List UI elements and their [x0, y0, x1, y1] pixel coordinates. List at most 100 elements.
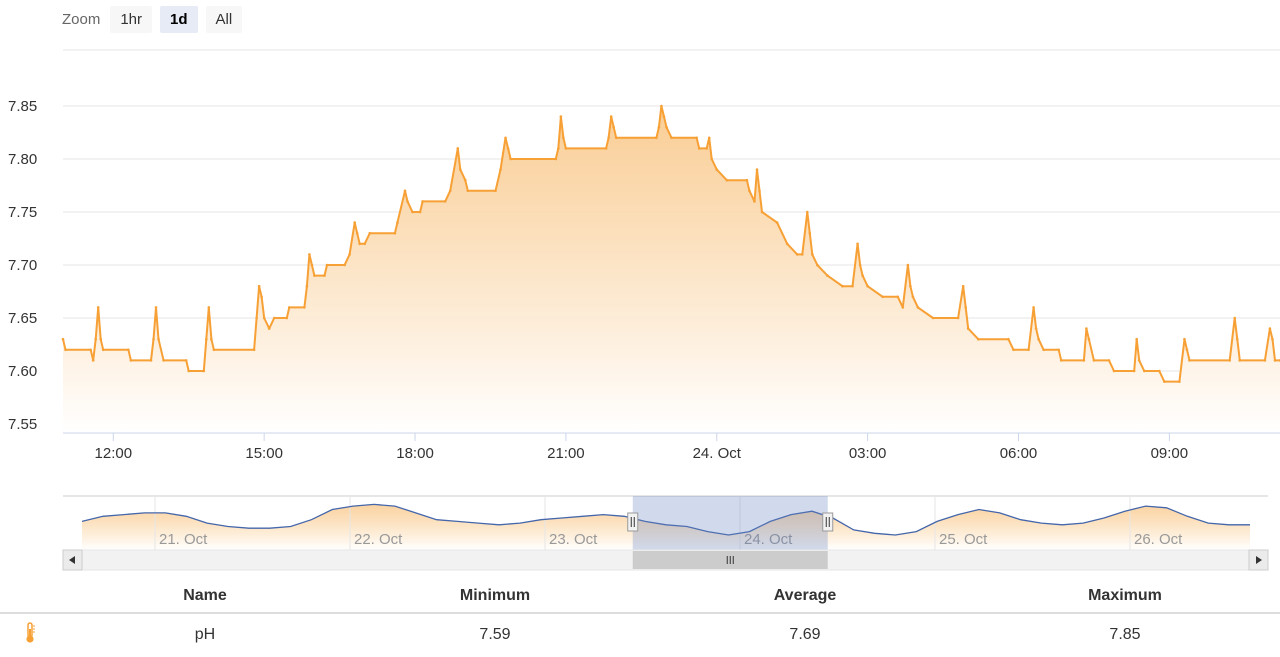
data-point	[748, 189, 751, 193]
series-area	[63, 106, 1280, 433]
y-tick-label: 7.60	[8, 363, 37, 380]
data-point	[896, 295, 900, 299]
navigator-label: 25. Oct	[939, 531, 988, 548]
data-point	[509, 157, 512, 161]
data-point	[348, 253, 351, 256]
y-tick-label: 7.55	[8, 416, 37, 433]
data-point	[127, 348, 130, 352]
data-point	[257, 284, 261, 288]
data-point	[149, 359, 153, 362]
scroll-right-icon	[1256, 556, 1262, 564]
zoom-all-button[interactable]: All	[205, 5, 243, 33]
data-point	[187, 369, 191, 373]
data-point	[901, 306, 905, 309]
navigator-handle[interactable]	[627, 512, 639, 532]
series-line	[62, 105, 1280, 383]
data-point	[1158, 369, 1161, 373]
data-point	[267, 327, 271, 330]
data-point	[464, 178, 467, 182]
data-point	[61, 337, 65, 341]
data-point	[210, 337, 213, 341]
data-point	[91, 359, 95, 362]
navigator[interactable]: 21. Oct 22. Oct 23. Oct 24. Oct 25. Oct 26. O…	[63, 495, 1268, 550]
data-point	[313, 274, 316, 277]
data-point	[504, 136, 507, 140]
ph-series	[61, 104, 1280, 433]
y-tick-label: 7.75	[8, 204, 37, 221]
x-tick-label: 24. Oct	[693, 445, 742, 462]
x-tick-label: 12:00	[95, 445, 133, 462]
data-point	[662, 115, 666, 118]
data-point	[1059, 359, 1063, 362]
data-point	[355, 231, 359, 235]
row-average: 7.69	[789, 626, 821, 643]
data-point	[715, 168, 719, 171]
header-minimum: Minimum	[350, 580, 640, 614]
data-point	[1085, 327, 1088, 330]
navigator-area	[82, 504, 1250, 550]
table-row[interactable]: pH 7.59 7.69 7.85	[0, 613, 1280, 656]
data-point	[1235, 337, 1239, 341]
data-point	[909, 284, 912, 288]
data-point	[205, 337, 208, 341]
data-point	[1135, 337, 1138, 341]
data-point	[1178, 380, 1181, 383]
data-point	[916, 306, 920, 309]
data-point	[207, 306, 211, 309]
x-tick-label: 03:00	[849, 445, 887, 462]
zoom-1d-button[interactable]: 1d	[160, 5, 198, 33]
y-tick-label: 7.85	[8, 98, 37, 115]
row-maximum: 7.85	[1109, 626, 1141, 643]
data-point	[931, 316, 935, 320]
scrollbar[interactable]	[62, 549, 1269, 571]
data-point	[96, 306, 100, 309]
data-point	[308, 253, 311, 256]
zoom-1hr-button[interactable]: 1hr	[110, 5, 153, 33]
x-tick-label: 18:00	[396, 445, 434, 462]
data-point	[499, 168, 502, 171]
data-point	[1132, 369, 1136, 373]
data-point	[1007, 337, 1010, 341]
data-point	[1137, 359, 1141, 362]
data-point	[1188, 359, 1191, 362]
data-point	[406, 200, 409, 203]
data-point	[262, 316, 266, 320]
data-point	[811, 253, 814, 256]
data-point	[956, 316, 960, 320]
data-point	[152, 337, 155, 341]
data-point	[393, 231, 397, 235]
data-point	[710, 157, 714, 161]
y-axis: 7.55 7.60 7.65 7.70 7.75 7.80 7.85	[8, 98, 37, 433]
data-point	[1012, 348, 1015, 352]
data-point	[1228, 359, 1232, 362]
data-point	[609, 115, 613, 118]
data-point	[403, 189, 407, 193]
data-point	[964, 306, 967, 309]
data-point	[614, 136, 618, 140]
navigator-label: 24. Oct	[744, 531, 793, 548]
data-point	[861, 274, 864, 277]
data-point	[255, 316, 258, 320]
data-point	[285, 316, 289, 320]
row-name: pH	[194, 626, 216, 643]
data-point	[856, 242, 859, 246]
data-point	[808, 231, 812, 235]
data-point	[695, 136, 698, 140]
data-point	[1268, 327, 1272, 330]
data-point	[456, 147, 460, 150]
stock-chart: 7.557.607.657.707.757.807.85 12:00 15:00 1…	[8, 49, 1280, 571]
data-point	[755, 168, 759, 171]
navigator-handle[interactable]	[822, 512, 834, 532]
data-point	[418, 210, 422, 214]
data-point	[612, 125, 615, 129]
data-point	[707, 136, 711, 140]
data-point	[212, 348, 216, 352]
data-point	[1042, 348, 1045, 352]
data-point	[826, 274, 829, 277]
data-point	[760, 210, 764, 214]
stats-table: Name Minimum Average Maximum pH 7.59 7.6…	[0, 580, 1280, 656]
data-point	[506, 147, 510, 150]
data-point	[162, 359, 165, 362]
stats-header-row: Name Minimum Average Maximum	[0, 580, 1280, 614]
data-point	[670, 136, 673, 140]
